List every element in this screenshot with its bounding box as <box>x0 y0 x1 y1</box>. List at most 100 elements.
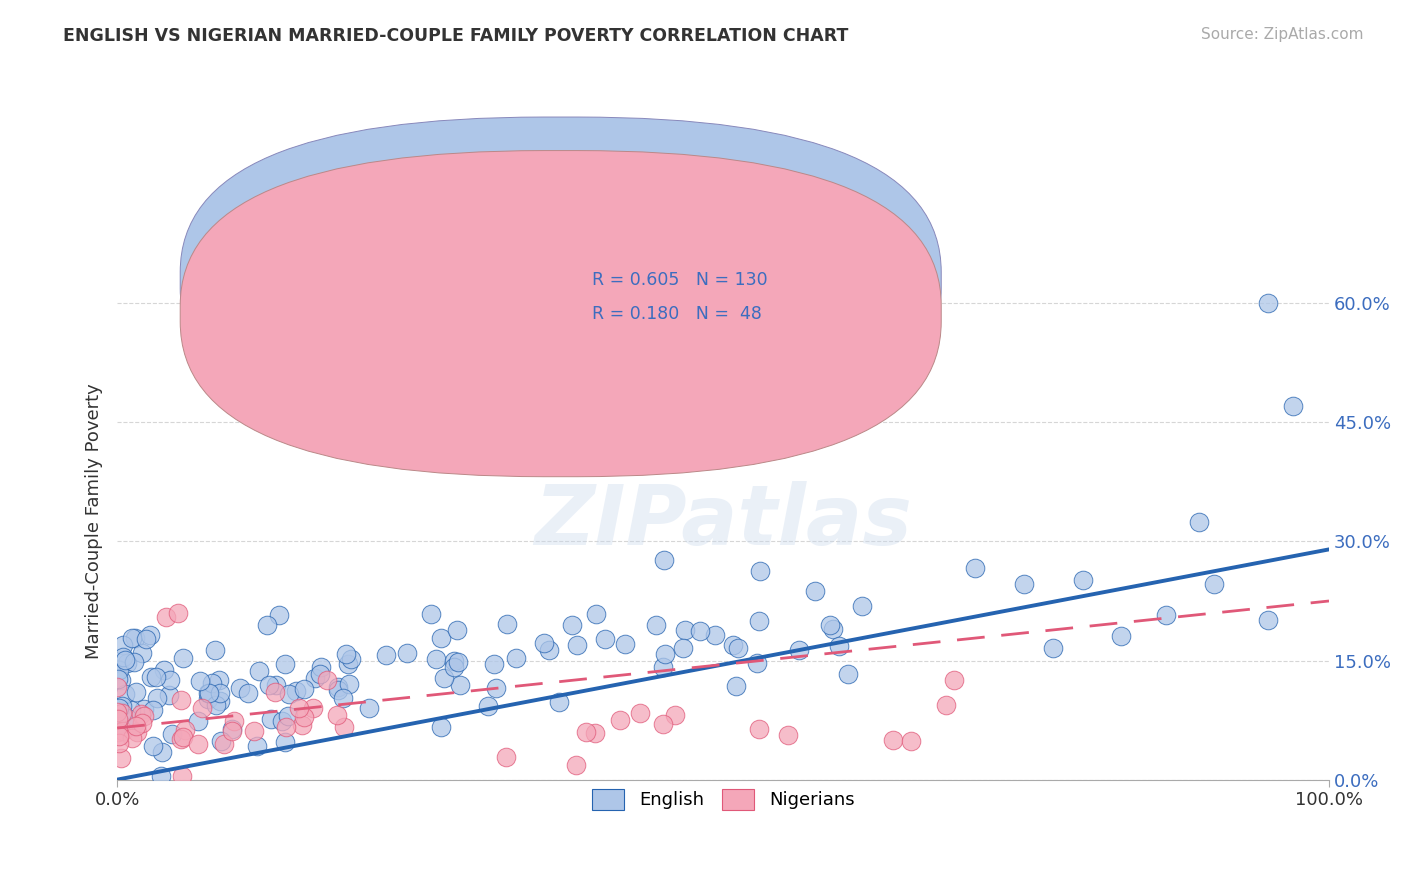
Point <box>748 722 770 736</box>
Point <box>115 656 138 670</box>
Point <box>585 607 607 621</box>
Point <box>146 690 169 705</box>
Point <box>593 632 616 647</box>
Point <box>374 648 396 662</box>
Point <box>651 717 673 731</box>
Point <box>395 647 418 661</box>
Point <box>748 614 770 628</box>
Point <box>107 729 129 743</box>
Point <box>1257 296 1279 310</box>
Point <box>121 731 143 746</box>
Point <box>114 688 136 702</box>
Point <box>108 736 131 750</box>
Point <box>309 667 332 681</box>
Point <box>689 624 711 638</box>
Point <box>332 691 354 706</box>
Point <box>107 724 129 739</box>
Text: ZIPatlas: ZIPatlas <box>534 481 912 562</box>
Point <box>111 638 134 652</box>
Point <box>309 660 332 674</box>
Point <box>565 638 588 652</box>
Point <box>201 676 224 690</box>
Point <box>131 715 153 730</box>
Point <box>304 672 326 686</box>
Point <box>145 670 167 684</box>
Point <box>721 638 744 652</box>
Point <box>246 739 269 753</box>
Point <box>197 691 219 706</box>
Point <box>547 695 569 709</box>
Point <box>107 662 129 676</box>
Point <box>336 657 359 671</box>
Point <box>139 670 162 684</box>
Point <box>170 693 193 707</box>
Point <box>155 610 177 624</box>
Point <box>111 723 134 738</box>
Point <box>292 710 315 724</box>
Point <box>315 673 337 688</box>
Point <box>122 718 145 732</box>
Point <box>449 678 471 692</box>
FancyBboxPatch shape <box>180 117 941 443</box>
Point <box>645 618 668 632</box>
Point <box>121 631 143 645</box>
Point <box>325 708 347 723</box>
Point <box>609 713 631 727</box>
Point <box>209 734 232 748</box>
Point <box>291 718 314 732</box>
Point <box>482 657 505 672</box>
Point <box>208 673 231 687</box>
Point <box>326 681 349 695</box>
Point <box>505 651 527 665</box>
Point <box>277 709 299 723</box>
Point <box>221 722 243 736</box>
Point <box>851 599 873 613</box>
Point <box>131 647 153 661</box>
Point <box>328 682 350 697</box>
Point <box>565 758 588 772</box>
Point <box>654 647 676 661</box>
Point <box>533 636 555 650</box>
Point <box>134 709 156 723</box>
Point <box>652 659 675 673</box>
Point <box>340 652 363 666</box>
Point <box>277 687 299 701</box>
Point <box>900 734 922 748</box>
Point <box>125 685 148 699</box>
Point <box>110 750 132 764</box>
Point <box>142 739 165 754</box>
Point <box>264 684 287 698</box>
Point <box>301 700 323 714</box>
Point <box>132 702 155 716</box>
Point <box>1109 629 1132 643</box>
Point <box>159 673 181 687</box>
Point <box>105 705 128 719</box>
Point <box>725 679 748 693</box>
Point <box>561 618 583 632</box>
Point <box>172 730 194 744</box>
Point <box>124 632 146 646</box>
Legend: English, Nigerians: English, Nigerians <box>585 781 862 817</box>
Point <box>110 673 132 688</box>
Point <box>882 733 904 747</box>
Point <box>107 680 129 694</box>
Point <box>823 622 845 636</box>
Point <box>943 673 966 688</box>
Point <box>652 553 675 567</box>
Point <box>125 724 148 739</box>
Point <box>257 678 280 692</box>
Point <box>430 720 453 734</box>
FancyBboxPatch shape <box>529 268 778 328</box>
Point <box>153 664 176 678</box>
Point <box>142 703 165 717</box>
Point <box>114 653 136 667</box>
Point <box>238 685 260 699</box>
Point <box>188 673 211 688</box>
Point <box>537 643 560 657</box>
Point <box>837 666 859 681</box>
Point <box>274 720 297 734</box>
Point <box>267 607 290 622</box>
Point <box>166 606 188 620</box>
Point <box>208 685 231 699</box>
Point <box>583 726 606 740</box>
